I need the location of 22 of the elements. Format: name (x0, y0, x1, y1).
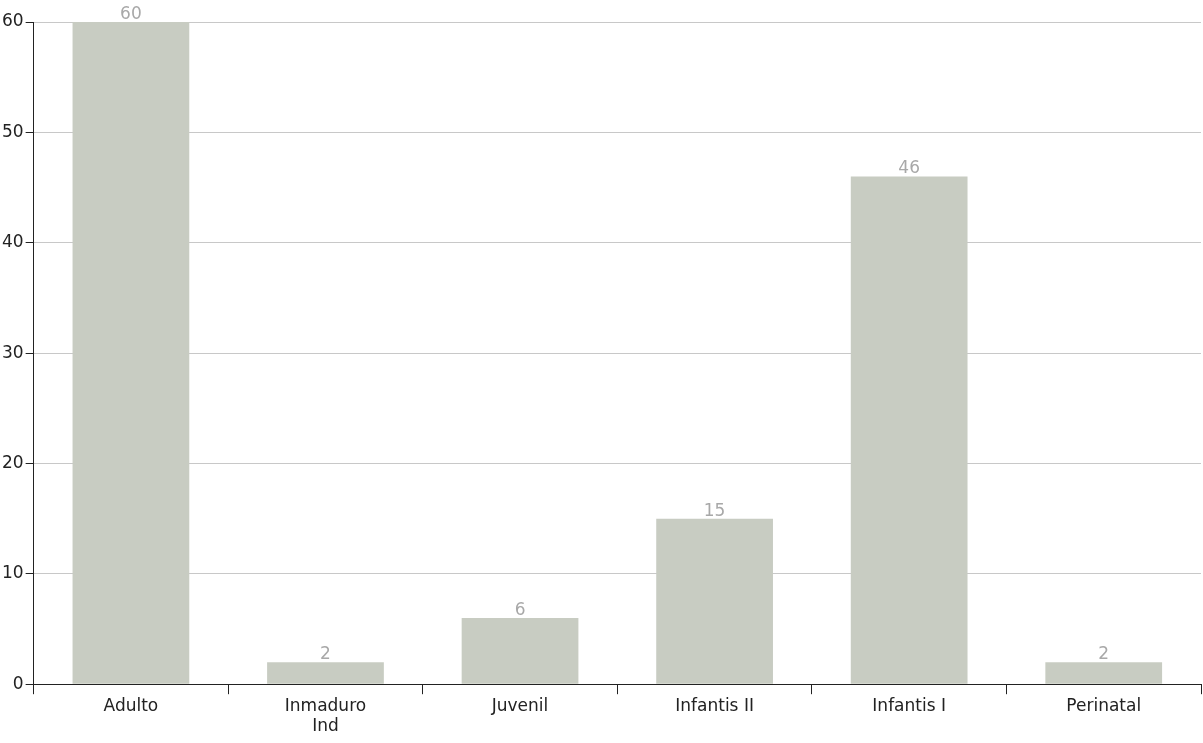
y-tick-label: 40 (1, 231, 24, 252)
data-label: 2 (320, 643, 331, 664)
data-label: 60 (120, 2, 142, 23)
data-label: 6 (514, 598, 526, 619)
y-tick-label: 30 (1, 341, 24, 362)
data-label: 2 (1098, 643, 1110, 664)
x-tick-label: Inmaduro Ind (284, 694, 367, 736)
x-tick-label: Perinatal (1066, 694, 1142, 715)
x-tick-label: Infantis I (872, 694, 946, 715)
bar (461, 617, 579, 684)
data-label: 15 (703, 499, 726, 520)
bar (1045, 662, 1163, 684)
x-tick-label: Adulto (103, 694, 159, 715)
bar (267, 662, 384, 684)
y-tick-label: 10 (1, 562, 24, 583)
y-tick-label: 0 (12, 672, 24, 693)
y-tick-label: 20 (1, 451, 24, 472)
y-tick-label: 60 (1, 10, 24, 31)
data-label: 46 (898, 157, 920, 178)
y-tick-label: 50 (1, 120, 24, 141)
x-tick-label: Juvenil (490, 694, 549, 715)
x-tick-label: Infantis II (675, 694, 754, 715)
